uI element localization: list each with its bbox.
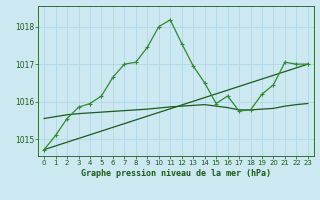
X-axis label: Graphe pression niveau de la mer (hPa): Graphe pression niveau de la mer (hPa): [81, 169, 271, 178]
